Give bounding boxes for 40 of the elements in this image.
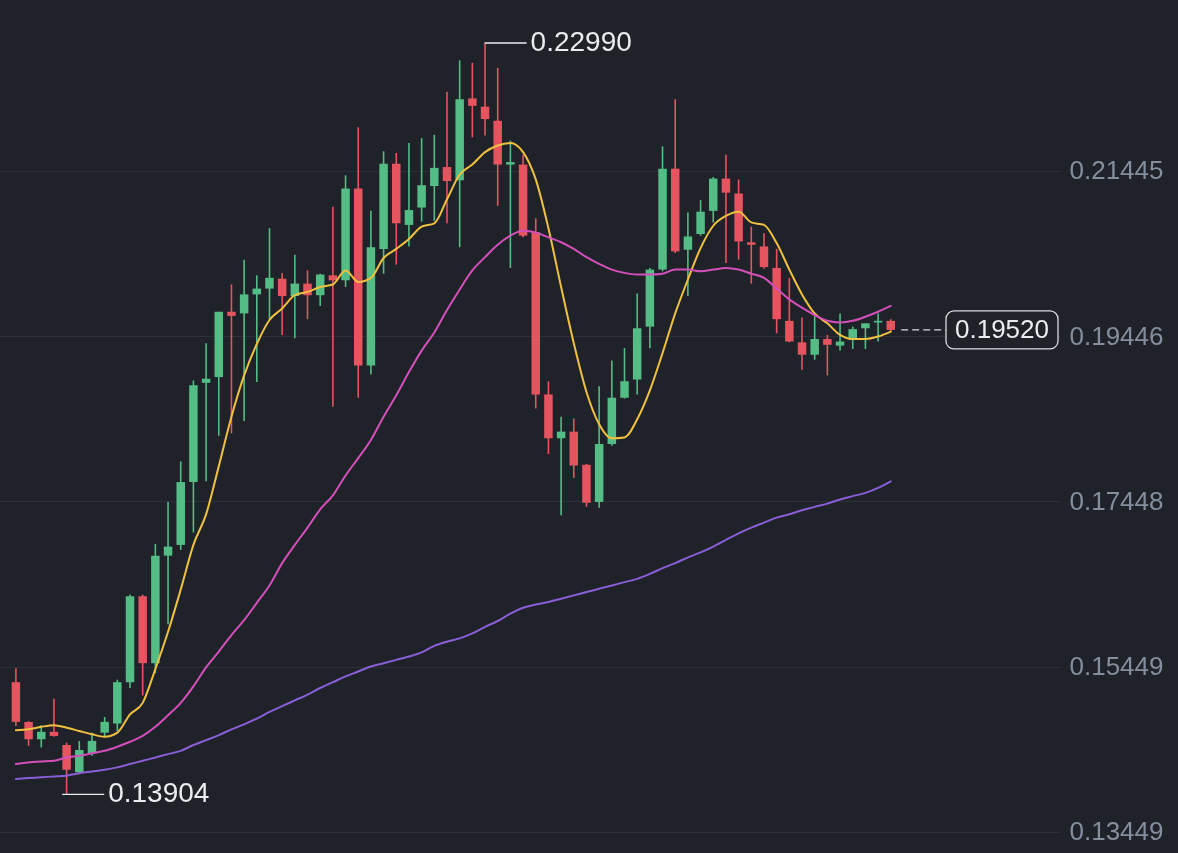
candlestick	[759, 232, 769, 270]
candlestick	[227, 283, 236, 435]
candlestick	[823, 334, 832, 377]
candlestick	[265, 227, 274, 320]
candlestick	[404, 142, 414, 248]
candlestick	[785, 277, 794, 344]
candlestick	[683, 211, 693, 297]
y-tick-label: 0.21445	[1069, 155, 1164, 186]
y-tick-label: 0.13449	[1069, 816, 1164, 847]
candlestick	[861, 322, 870, 350]
candlestick	[24, 720, 33, 747]
y-tick-label: 0.19446	[1069, 320, 1164, 351]
candlestick	[721, 153, 731, 264]
candlestick	[417, 137, 426, 223]
candlestick	[797, 316, 807, 371]
candlestick	[835, 312, 845, 352]
candlestick	[620, 347, 629, 400]
candlestick	[37, 724, 46, 749]
ref-line-label: 0.19520	[955, 313, 1049, 344]
candlestick	[239, 258, 249, 422]
candlestick	[480, 42, 490, 137]
annotation: 0.22990	[530, 26, 632, 57]
y-tick-label: 0.17448	[1069, 485, 1164, 516]
line-series	[14, 142, 892, 738]
candlestick	[201, 342, 211, 483]
candlestick	[442, 90, 452, 225]
candlestick	[100, 716, 109, 738]
annotation: 0.13904	[108, 777, 210, 809]
candlestick	[328, 205, 338, 408]
candlestick	[468, 62, 477, 139]
candlestick	[163, 501, 173, 626]
line-series	[14, 480, 892, 780]
candlestick	[49, 697, 59, 738]
candlestick	[277, 272, 287, 336]
candlestick	[506, 139, 515, 269]
candlestick	[696, 199, 705, 237]
candlestick	[75, 740, 84, 775]
candlestick	[747, 225, 756, 285]
y-tick-label: 0.15449	[1069, 651, 1164, 682]
candlestick	[430, 133, 439, 222]
